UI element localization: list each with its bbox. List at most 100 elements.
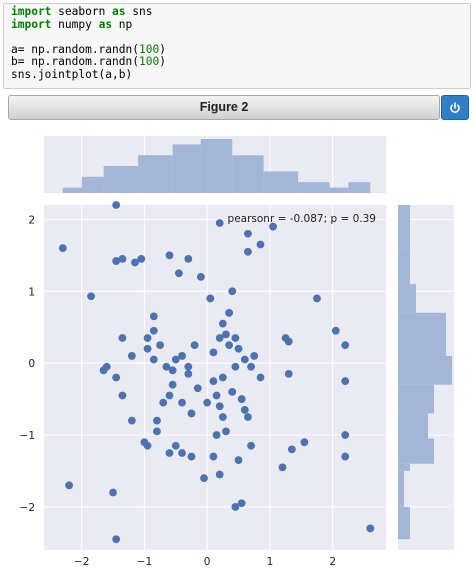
scatter-point bbox=[200, 474, 208, 483]
figure-title-bar: Figure 2 bbox=[8, 95, 440, 120]
scatter-point bbox=[331, 326, 340, 335]
scatter-point bbox=[118, 391, 127, 400]
code-token: ) bbox=[159, 42, 166, 56]
code-token: a= np.random.randn( bbox=[11, 42, 139, 56]
y-tick-label: 0 bbox=[28, 358, 35, 370]
scatter-point bbox=[212, 391, 221, 400]
x-histogram-bar bbox=[81, 176, 104, 193]
scatter-point bbox=[366, 524, 375, 533]
joint-plot[interactable]: −2 −1 0 1 2 −2 −1 0 1 2 pearsonr = -0.087; p = 0.3… bbox=[0, 125, 474, 583]
scatter-point bbox=[193, 384, 202, 393]
scatter-point bbox=[341, 377, 350, 385]
scatter-point bbox=[215, 219, 224, 227]
scatter-point bbox=[168, 380, 177, 389]
scatter-point bbox=[127, 416, 136, 425]
scatter-point bbox=[284, 370, 293, 378]
x-tick-label: −1 bbox=[137, 556, 152, 568]
y-tick-label: −1 bbox=[20, 430, 35, 442]
code-line: b= np.random.randn(100) bbox=[11, 56, 470, 69]
scatter-point bbox=[58, 244, 67, 253]
scatter-point bbox=[209, 348, 218, 357]
scatter-point bbox=[153, 427, 161, 436]
code-token: numpy bbox=[51, 17, 99, 31]
scatter-point bbox=[153, 416, 161, 425]
y-tick-label: 1 bbox=[28, 286, 35, 298]
scatter-point bbox=[178, 398, 186, 407]
scatter-point bbox=[171, 441, 180, 450]
power-icon bbox=[450, 101, 460, 113]
scatter-point bbox=[287, 445, 296, 454]
code-token: import bbox=[11, 17, 52, 31]
figure-header: Figure 2 bbox=[8, 95, 469, 120]
scatter-point bbox=[118, 334, 127, 342]
y-histogram-bar bbox=[398, 470, 404, 507]
scatter-point bbox=[156, 341, 164, 350]
scatter-point bbox=[65, 481, 74, 490]
scatter-point bbox=[131, 258, 139, 267]
scatter-point bbox=[165, 391, 174, 400]
code-token: ) bbox=[159, 55, 166, 69]
scatter-point bbox=[284, 337, 293, 346]
code-cell[interactable]: import seaborn as sns import numpy as np … bbox=[3, 3, 471, 89]
code-token: as bbox=[112, 5, 126, 18]
y-histogram-bar bbox=[398, 438, 434, 464]
code-token: b= np.random.randn( bbox=[11, 55, 139, 69]
x-histogram-bar bbox=[348, 182, 371, 193]
y-histogram-bar bbox=[398, 355, 452, 385]
x-histogram-bar bbox=[329, 187, 349, 193]
scatter-point bbox=[218, 319, 227, 328]
y-histogram-bar bbox=[398, 463, 410, 471]
pearsonr-annotation: pearsonr = -0.087; p = 0.39 bbox=[228, 213, 376, 225]
scatter-point bbox=[209, 452, 218, 461]
scatter-point bbox=[256, 373, 265, 382]
scatter-point bbox=[341, 452, 350, 461]
scatter-point bbox=[341, 341, 350, 350]
scatter-point bbox=[209, 377, 218, 385]
close-figure-button[interactable] bbox=[441, 95, 469, 120]
scatter-point bbox=[218, 373, 227, 382]
scatter-point bbox=[143, 441, 152, 450]
scatter-point bbox=[228, 387, 237, 396]
scatter-point bbox=[165, 251, 174, 260]
scatter-point bbox=[109, 488, 117, 497]
code-token: seaborn bbox=[51, 5, 113, 18]
scatter-point bbox=[218, 413, 227, 421]
x-tick-label: 1 bbox=[267, 556, 274, 568]
scatter-point bbox=[149, 326, 158, 335]
scatter-point bbox=[87, 292, 95, 301]
x-histogram-bar bbox=[138, 155, 173, 193]
scatter-point bbox=[112, 257, 121, 265]
code-editor[interactable]: import seaborn as sns import numpy as np … bbox=[11, 5, 470, 82]
scatter-point bbox=[203, 398, 212, 407]
scatter-point bbox=[215, 402, 224, 411]
scatter-point bbox=[149, 355, 158, 364]
x-tick-label: 0 bbox=[204, 556, 211, 568]
y-histogram-bar bbox=[398, 506, 410, 540]
figure-title: Figure 2 bbox=[199, 100, 249, 114]
code-line: import numpy as np bbox=[11, 17, 470, 32]
y-tick-label: 2 bbox=[28, 214, 35, 226]
scatter-point bbox=[112, 373, 121, 382]
scatter-point bbox=[143, 344, 152, 353]
x-histogram-bar bbox=[103, 166, 139, 193]
scatter-point bbox=[240, 355, 249, 364]
scatter-point bbox=[237, 395, 246, 403]
scatter-point bbox=[269, 222, 277, 231]
scatter-point bbox=[143, 334, 152, 342]
x-histogram-bar bbox=[172, 144, 201, 193]
scatter-point bbox=[212, 431, 221, 439]
scatter-point bbox=[234, 344, 243, 353]
scatter-point bbox=[247, 441, 255, 450]
scatter-point bbox=[240, 405, 249, 414]
scatter-point bbox=[184, 362, 193, 371]
code-line: a= np.random.randn(100) bbox=[11, 42, 470, 57]
code-token: sns bbox=[125, 5, 153, 18]
main-axes-background bbox=[44, 205, 386, 550]
scatter-point bbox=[187, 452, 196, 461]
scatter-point bbox=[225, 341, 234, 350]
y-histogram-bar bbox=[398, 312, 446, 356]
y-histogram-bar bbox=[398, 384, 434, 414]
code-token: as bbox=[98, 17, 113, 31]
scatter-point bbox=[184, 255, 193, 263]
scatter-point bbox=[341, 431, 350, 439]
